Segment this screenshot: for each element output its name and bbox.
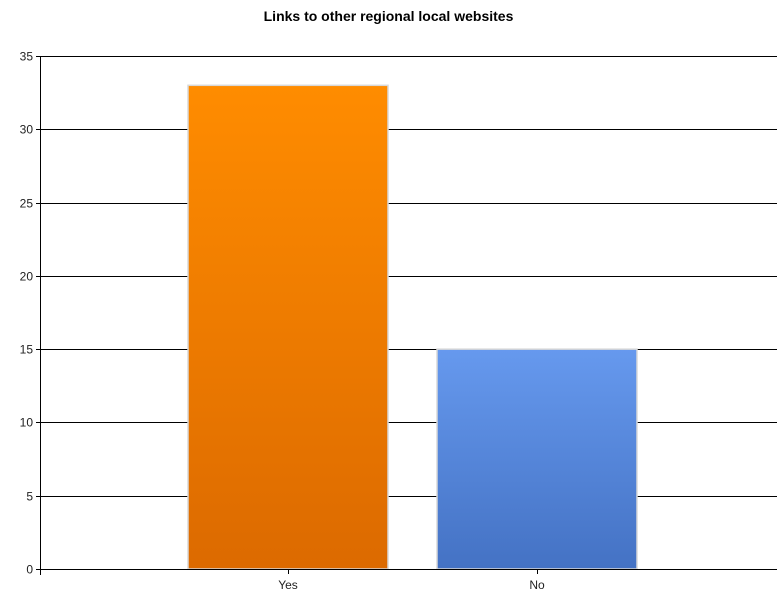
x-tick-label: Yes (278, 578, 298, 592)
y-tick-label: 15 (20, 343, 34, 357)
y-tick-label: 0 (26, 563, 33, 577)
y-tick-label: 30 (20, 123, 34, 137)
chart-title: Links to other regional local websites (263, 8, 514, 24)
tick-labels: 0 5 10 15 20 25 30 35 Yes No (20, 50, 545, 593)
gridlines (40, 56, 777, 497)
y-tick-label: 35 (20, 50, 34, 64)
bars (187, 84, 638, 570)
x-tick-label: No (529, 578, 545, 592)
y-tick-label: 5 (26, 490, 33, 504)
bar-no (436, 348, 638, 570)
y-tick-label: 25 (20, 197, 34, 211)
y-tick-label: 10 (20, 416, 34, 430)
y-tick-label: 20 (20, 270, 34, 284)
axes (36, 56, 777, 575)
bar-yes (187, 84, 389, 570)
